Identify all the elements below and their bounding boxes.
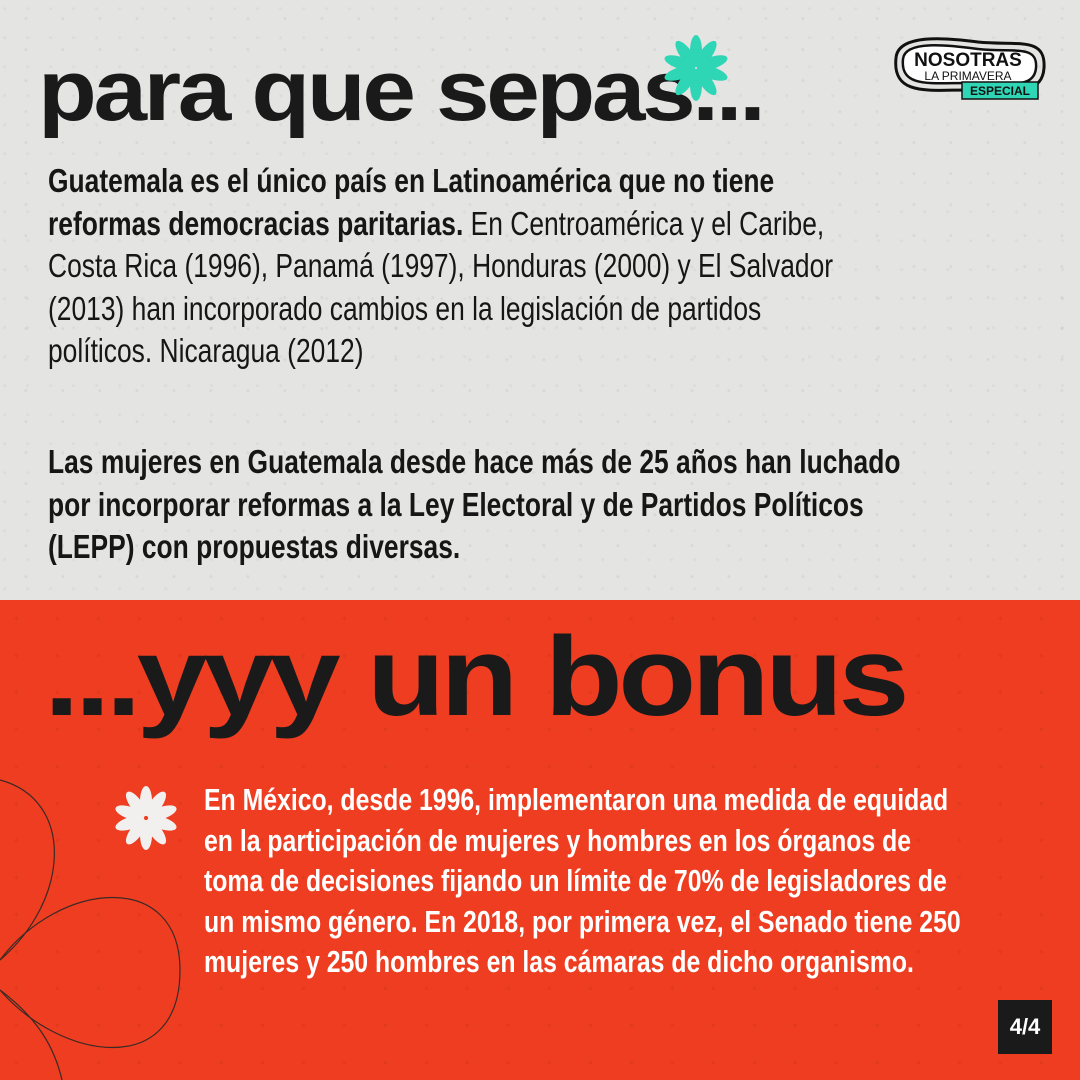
paragraph-mexico: En México, desde 1996, implementaron una… — [204, 780, 1080, 983]
text-line: Guatemala es el único país en Latinoamér… — [48, 162, 775, 199]
logo-line2: LA PRIMAVERA — [924, 69, 1011, 83]
section-title-bonus: ...yyy un bonus — [44, 614, 910, 739]
text-line: (LEPP) con propuestas diversas. — [48, 528, 461, 565]
text-line: por incorporar reformas a la Ley Elector… — [48, 485, 864, 523]
paragraph-mujeres-guatemala: Las mujeres en Guatemala desde hace más … — [48, 441, 1080, 569]
text-line: toma de decisiones fijando un límite de … — [204, 863, 947, 898]
text-line: en la participación de mujeres y hombres… — [204, 822, 912, 858]
text-line: Costa Rica (1996), Panamá (1997), Hondur… — [48, 247, 834, 284]
section-title-para-que-sepas: para que sepas... — [38, 43, 766, 139]
text-line: Las mujeres en Guatemala desde hace más … — [48, 443, 901, 480]
text-line: políticos. Nicaragua (2012) — [48, 332, 364, 369]
paragraph-guatemala: Guatemala es el único país en Latinoamér… — [48, 160, 1029, 373]
page-indicator: 4/4 — [998, 1000, 1052, 1054]
text-line: un mismo género. En 2018, por primera ve… — [204, 903, 961, 939]
text-line: (2013) han incorporado cambios en la leg… — [48, 289, 762, 327]
flower-outline-decoration — [0, 779, 181, 1080]
logo-tag: ESPECIAL — [970, 84, 1030, 98]
text-line: mujeres y 250 hombres en las cámaras de … — [204, 944, 914, 979]
text-line: En México, desde 1996, implementaron una… — [204, 782, 949, 817]
nosotras-la-primavera-logo: NOSOTRAS LA PRIMAVERA ESPECIAL — [888, 28, 1048, 108]
text-line: reformas democracias paritarias. En Cent… — [48, 204, 825, 242]
bottom-section — [0, 600, 1080, 1080]
teal-flower-icon — [664, 35, 728, 101]
logo-line1: NOSOTRAS — [914, 50, 1022, 71]
white-flower-icon — [115, 786, 177, 850]
top-section — [0, 0, 1080, 600]
